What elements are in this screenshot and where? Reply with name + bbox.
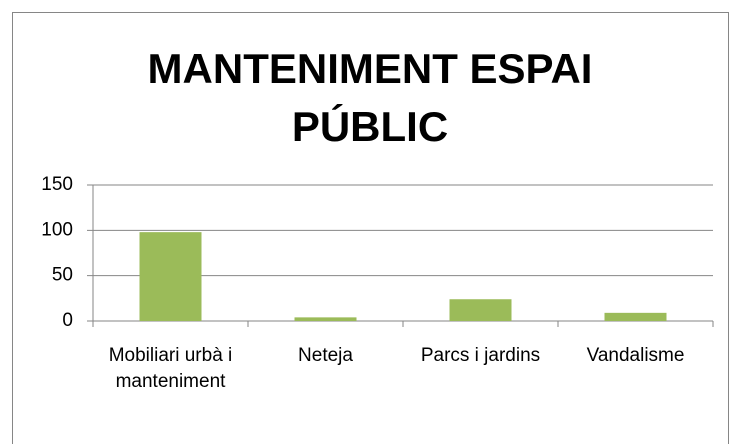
x-tick-label: Neteja	[298, 345, 353, 366]
x-tick-label: Vandalisme	[586, 345, 685, 366]
y-tick-label: 100	[41, 219, 73, 240]
y-tick-label: 0	[62, 310, 73, 331]
y-tick-label: 50	[52, 265, 73, 286]
chart-title: MANTENIMENT ESPAI PÚBLIC	[147, 45, 593, 150]
bar	[449, 299, 512, 321]
y-tick-label: 150	[41, 174, 73, 195]
chart-frame	[12, 12, 729, 444]
bar	[294, 317, 357, 321]
bar	[139, 232, 202, 321]
x-tick-label: Parcs i jardins	[420, 345, 541, 366]
x-tick-label: Mobiliari urbà i manteniment	[108, 345, 233, 392]
bar	[604, 312, 667, 321]
